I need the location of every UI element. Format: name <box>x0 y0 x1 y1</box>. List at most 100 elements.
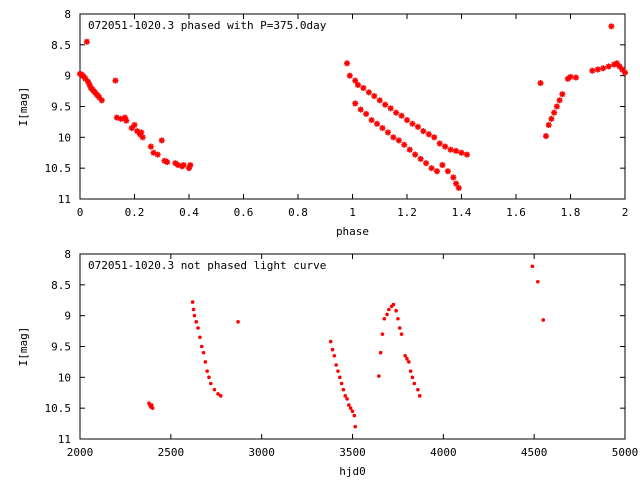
data-point <box>541 318 546 322</box>
data-point <box>442 143 449 150</box>
data-point <box>407 360 411 364</box>
data-point <box>83 38 90 45</box>
data-point <box>363 110 370 117</box>
data-point <box>553 103 560 110</box>
data-point <box>203 360 208 364</box>
data-point <box>431 134 438 141</box>
data-point <box>190 300 195 304</box>
data-point <box>420 128 427 135</box>
data-point <box>455 184 462 191</box>
data-point <box>337 375 342 380</box>
data-point <box>187 162 194 169</box>
data-point <box>164 159 171 165</box>
data-point <box>385 312 389 317</box>
data-point <box>348 406 353 410</box>
data-point <box>390 134 397 141</box>
data-point <box>150 406 155 410</box>
data-point <box>398 112 405 119</box>
x-tick-label: 2 <box>622 206 629 219</box>
data-point <box>341 387 346 392</box>
data-point <box>209 381 213 386</box>
data-point <box>444 168 451 175</box>
data-point <box>365 89 372 96</box>
data-point <box>537 80 544 87</box>
data-point <box>346 72 353 79</box>
data-point <box>404 117 410 124</box>
data-point <box>605 63 612 70</box>
x-tick-label: 1.8 <box>561 206 581 219</box>
data-point <box>196 326 200 330</box>
y-tick-label: 8 <box>64 248 71 261</box>
data-point <box>236 320 240 324</box>
y-tick-label: 10.5 <box>45 402 72 415</box>
data-point <box>417 155 424 162</box>
data-point <box>212 387 217 392</box>
data-point <box>548 115 555 122</box>
x-tick-label: 1.4 <box>452 206 472 219</box>
data-point <box>551 109 558 116</box>
data-point <box>414 123 421 130</box>
data-point <box>622 69 628 76</box>
chart-title: 072051-1020.3 phased with P=375.0day <box>88 19 327 32</box>
data-point <box>425 131 432 138</box>
data-point <box>343 394 348 398</box>
data-point <box>149 403 154 407</box>
data-point <box>192 313 197 318</box>
data-point <box>423 160 430 167</box>
data-point <box>360 85 367 91</box>
data-point <box>194 320 199 324</box>
data-point <box>600 65 607 72</box>
plot-frame <box>79 13 626 200</box>
data-point <box>218 394 223 398</box>
data-point <box>332 353 337 358</box>
data-point <box>345 397 349 401</box>
data-point <box>542 133 549 140</box>
data-point <box>530 264 535 269</box>
data-point <box>352 413 357 418</box>
y-tick-label: 11 <box>58 193 71 206</box>
data-point <box>412 151 419 158</box>
data-point <box>139 134 146 141</box>
data-point <box>379 125 386 132</box>
data-point <box>450 174 457 181</box>
data-point <box>559 91 566 98</box>
x-tick-label: 4500 <box>521 446 548 459</box>
y-tick-label: 11 <box>58 433 71 446</box>
data-point <box>608 23 615 30</box>
x-tick-label: 0.8 <box>288 206 308 219</box>
data-point <box>154 151 161 158</box>
data-point <box>377 374 381 378</box>
y-tick-label: 10.5 <box>45 162 72 175</box>
data-point <box>138 129 145 136</box>
data-point <box>556 97 563 104</box>
data-point <box>387 105 394 112</box>
data-point <box>328 339 333 344</box>
data-point <box>384 129 391 136</box>
data-point <box>391 302 396 307</box>
data-point <box>112 77 119 84</box>
data-point <box>594 66 601 73</box>
data-point <box>198 335 202 340</box>
data-point <box>403 353 407 358</box>
data-point <box>131 122 138 128</box>
x-tick-label: 2500 <box>158 446 185 459</box>
data-point <box>374 120 381 127</box>
data-point <box>336 369 340 373</box>
data-point <box>334 363 338 367</box>
data-point <box>545 122 552 128</box>
data-point <box>353 424 358 429</box>
y-tick-label: 10 <box>58 371 71 384</box>
data-point <box>439 162 446 169</box>
data-point <box>572 74 579 81</box>
x-tick-label: 0 <box>77 206 84 219</box>
y-axis-label: I[mag] <box>17 87 30 127</box>
data-point <box>589 67 596 74</box>
data-point <box>350 409 355 414</box>
y-tick-label: 9.5 <box>51 341 71 354</box>
chart-title: 072051-1020.3 not phased light curve <box>88 259 326 272</box>
data-point <box>536 279 540 284</box>
y-tick-label: 8 <box>64 8 71 21</box>
data-point <box>382 101 389 108</box>
y-tick-label: 10 <box>58 131 71 144</box>
